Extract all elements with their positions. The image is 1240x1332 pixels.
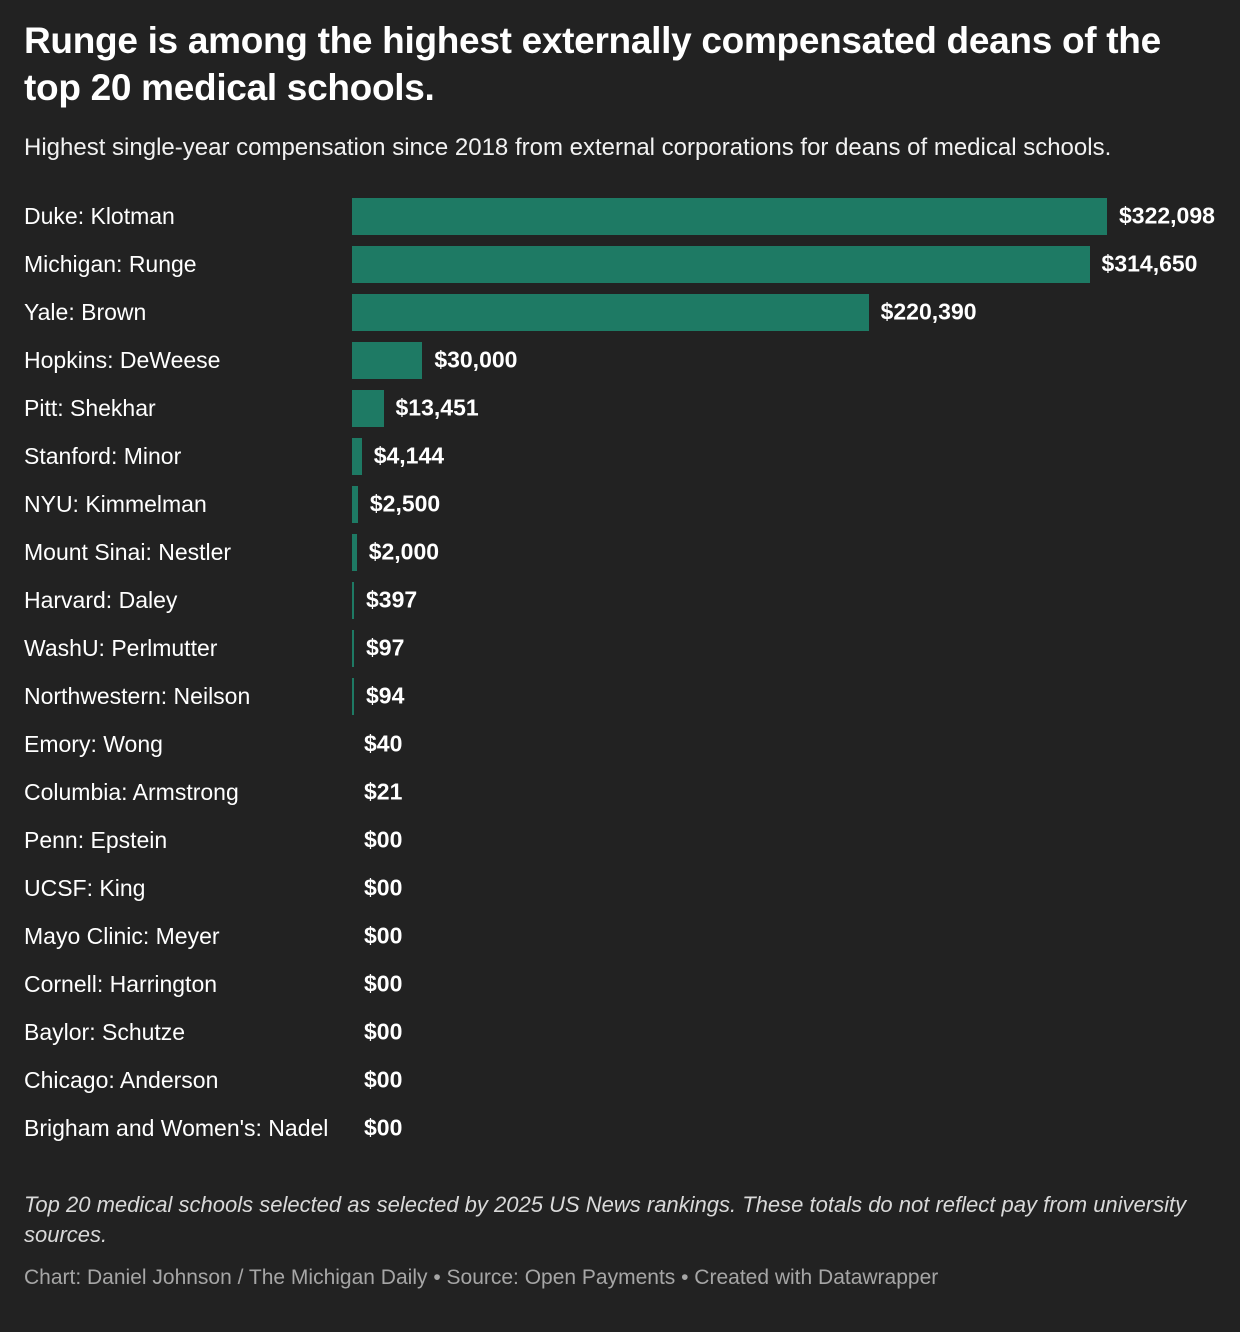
bar	[352, 485, 358, 523]
value-label: $94	[366, 682, 405, 709]
row-label: Stanford: Minor	[24, 442, 182, 469]
value-label: $00	[364, 922, 403, 949]
chart-row: Yale: Brown $220,390	[24, 288, 1216, 336]
chart-row: Stanford: Minor $4,144	[24, 432, 1216, 480]
value-label: $397	[366, 586, 418, 613]
bar-track: $13,451	[352, 389, 1216, 427]
value-label: $220,390	[880, 298, 977, 325]
chart-rows: Duke: Klotman $322,098 Michigan: Runge $314…	[24, 192, 1216, 1152]
value-label: $40	[364, 730, 403, 757]
chart-row: Pitt: Shekhar $13,451	[24, 384, 1216, 432]
row-label: Pitt: Shekhar	[24, 394, 156, 421]
bar-track: $97	[352, 629, 1216, 667]
bar-track: $4,144	[352, 437, 1216, 475]
bar-track: $00	[352, 1014, 1216, 1051]
value-label: $30,000	[434, 346, 518, 373]
row-label: Yale: Brown	[24, 298, 147, 325]
row-label: Harvard: Daley	[24, 586, 178, 613]
bar	[352, 437, 362, 475]
row-label: Mount Sinai: Nestler	[24, 538, 232, 565]
chart-row: Chicago: Anderson $00	[24, 1056, 1216, 1104]
value-label: $21	[364, 778, 403, 805]
row-label: Hopkins: DeWeese	[24, 346, 221, 373]
credit-line: Chart: Daniel Johnson / The Michigan Dai…	[24, 1265, 939, 1289]
row-label: UCSF: King	[24, 874, 146, 901]
bar-chart: Duke: Klotman $322,098 Michigan: Runge $314…	[24, 192, 1216, 1152]
bar-track: $94	[352, 677, 1216, 715]
bar-track: $00	[352, 1062, 1216, 1099]
row-label: Columbia: Armstrong	[24, 778, 239, 805]
row-label: NYU: Kimmelman	[24, 490, 207, 517]
bar	[352, 293, 869, 331]
value-label: $00	[364, 970, 403, 997]
value-label: $4,144	[373, 442, 445, 469]
row-label: Penn: Epstein	[24, 826, 168, 853]
bar-track: $2,500	[352, 485, 1216, 523]
row-label: Emory: Wong	[24, 730, 163, 757]
bar-track: $21	[352, 774, 1216, 811]
bar-track: $322,098	[352, 197, 1216, 235]
bar	[352, 341, 423, 379]
chart-row: Michigan: Runge $314,650	[24, 240, 1216, 288]
chart-row: Duke: Klotman $322,098	[24, 192, 1216, 240]
row-label: Brigham and Women's: Nadel	[24, 1114, 329, 1141]
bar	[352, 245, 1090, 283]
bar	[352, 629, 354, 667]
chart-footer: Top 20 medical schools selected as selec…	[24, 1190, 1204, 1289]
chart-row: Brigham and Women's: Nadel $00	[24, 1104, 1216, 1152]
chart-row: Northwestern: Neilson $94	[24, 672, 1216, 720]
bar	[352, 197, 1107, 235]
footnote: Top 20 medical schools selected as selec…	[24, 1192, 1187, 1248]
row-label: Baylor: Schutze	[24, 1018, 186, 1045]
bar-track: $2,000	[352, 533, 1216, 571]
bar-track: $40	[352, 726, 1216, 763]
chart-row: Harvard: Daley $397	[24, 576, 1216, 624]
row-label: Chicago: Anderson	[24, 1066, 219, 1093]
chart-row: Columbia: Armstrong $21	[24, 768, 1216, 816]
value-label: $13,451	[395, 394, 479, 421]
chart-row: Penn: Epstein $00	[24, 816, 1216, 864]
value-label: $322,098	[1119, 202, 1215, 229]
bar-track: $220,390	[352, 293, 1216, 331]
row-label: Michigan: Runge	[24, 250, 197, 277]
value-label: $00	[364, 826, 403, 853]
bar-track: $00	[352, 822, 1216, 859]
value-label: $97	[366, 634, 405, 661]
value-label: $00	[364, 1066, 403, 1093]
chart-row: UCSF: King $00	[24, 864, 1216, 912]
bar-track: $314,650	[352, 245, 1216, 283]
chart-row: Mayo Clinic: Meyer $00	[24, 912, 1216, 960]
value-label: $314,650	[1101, 250, 1198, 277]
row-label: Cornell: Harrington	[24, 970, 218, 997]
bar-track: $00	[352, 1110, 1216, 1147]
value-label: $00	[364, 1018, 403, 1045]
row-label: Northwestern: Neilson	[24, 682, 251, 709]
chart-row: Emory: Wong $40	[24, 720, 1216, 768]
bar-track: $397	[352, 581, 1216, 619]
chart-row: Cornell: Harrington $00	[24, 960, 1216, 1008]
value-label: $00	[364, 874, 403, 901]
bar-track: $00	[352, 966, 1216, 1003]
value-label: $00	[364, 1114, 403, 1141]
bar	[352, 533, 357, 571]
bar	[352, 581, 354, 619]
chart-row: WashU: Perlmutter $97	[24, 624, 1216, 672]
bar-track: $00	[352, 918, 1216, 955]
chart-row: NYU: Kimmelman $2,500	[24, 480, 1216, 528]
chart-row: Mount Sinai: Nestler $2,000	[24, 528, 1216, 576]
chart-row: Baylor: Schutze $00	[24, 1008, 1216, 1056]
row-label: WashU: Perlmutter	[24, 634, 218, 661]
row-label: Duke: Klotman	[24, 202, 175, 229]
value-label: $2,500	[369, 490, 441, 517]
chart-subtitle: Highest single-year compensation since 2…	[24, 133, 1112, 161]
bar	[352, 677, 354, 715]
value-label: $2,000	[368, 538, 440, 565]
bar-track: $00	[352, 870, 1216, 907]
bar-track: $30,000	[352, 341, 1216, 379]
row-label: Mayo Clinic: Meyer	[24, 922, 220, 949]
chart-title: Runge is among the highest externally co…	[24, 20, 1161, 108]
bar	[352, 389, 384, 427]
chart-row: Hopkins: DeWeese $30,000	[24, 336, 1216, 384]
